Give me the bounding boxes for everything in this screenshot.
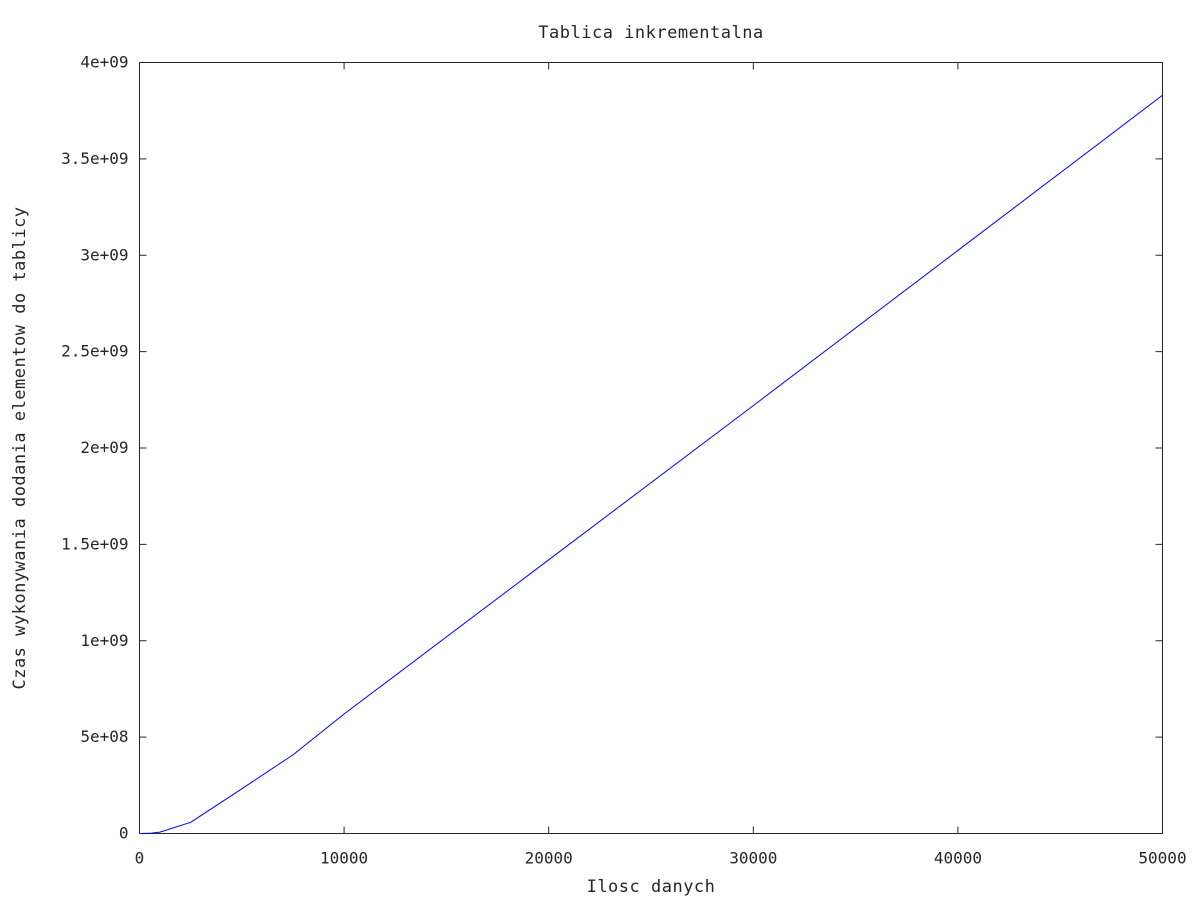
x-tick-label: 50000 [1138,849,1186,868]
y-axis-label: Czas wykonywania dodania elementow do ta… [10,206,30,689]
x-tick-label: 0 [135,849,145,868]
y-tick-label: 1e+09 [80,631,128,650]
x-tick-label: 40000 [934,849,982,868]
series-line [139,94,1163,834]
y-tick-label: 2e+09 [80,438,128,457]
y-tick-label: 3e+09 [80,245,128,264]
x-tick-label: 20000 [525,849,573,868]
y-tick-label: 4e+09 [80,53,128,72]
y-tick-label: 3.5e+09 [61,149,128,168]
chart-title: Tablica inkrementalna [538,23,763,43]
y-tick-label: 1.5e+09 [61,534,128,553]
series-layer [139,94,1163,834]
y-tick-label: 0 [119,824,129,843]
y-tick-label: 5e+08 [80,727,128,746]
x-tick-label: 10000 [320,849,368,868]
tick-labels: 0 10000 20000 30000 40000 50000 0 5e+08 1e+09 1.5… [61,53,1187,868]
y-tick-label: 2.5e+09 [61,342,128,361]
x-axis-label: Ilosc danych [587,877,716,897]
plot-frame [139,62,1163,834]
x-tick-label: 30000 [729,849,777,868]
